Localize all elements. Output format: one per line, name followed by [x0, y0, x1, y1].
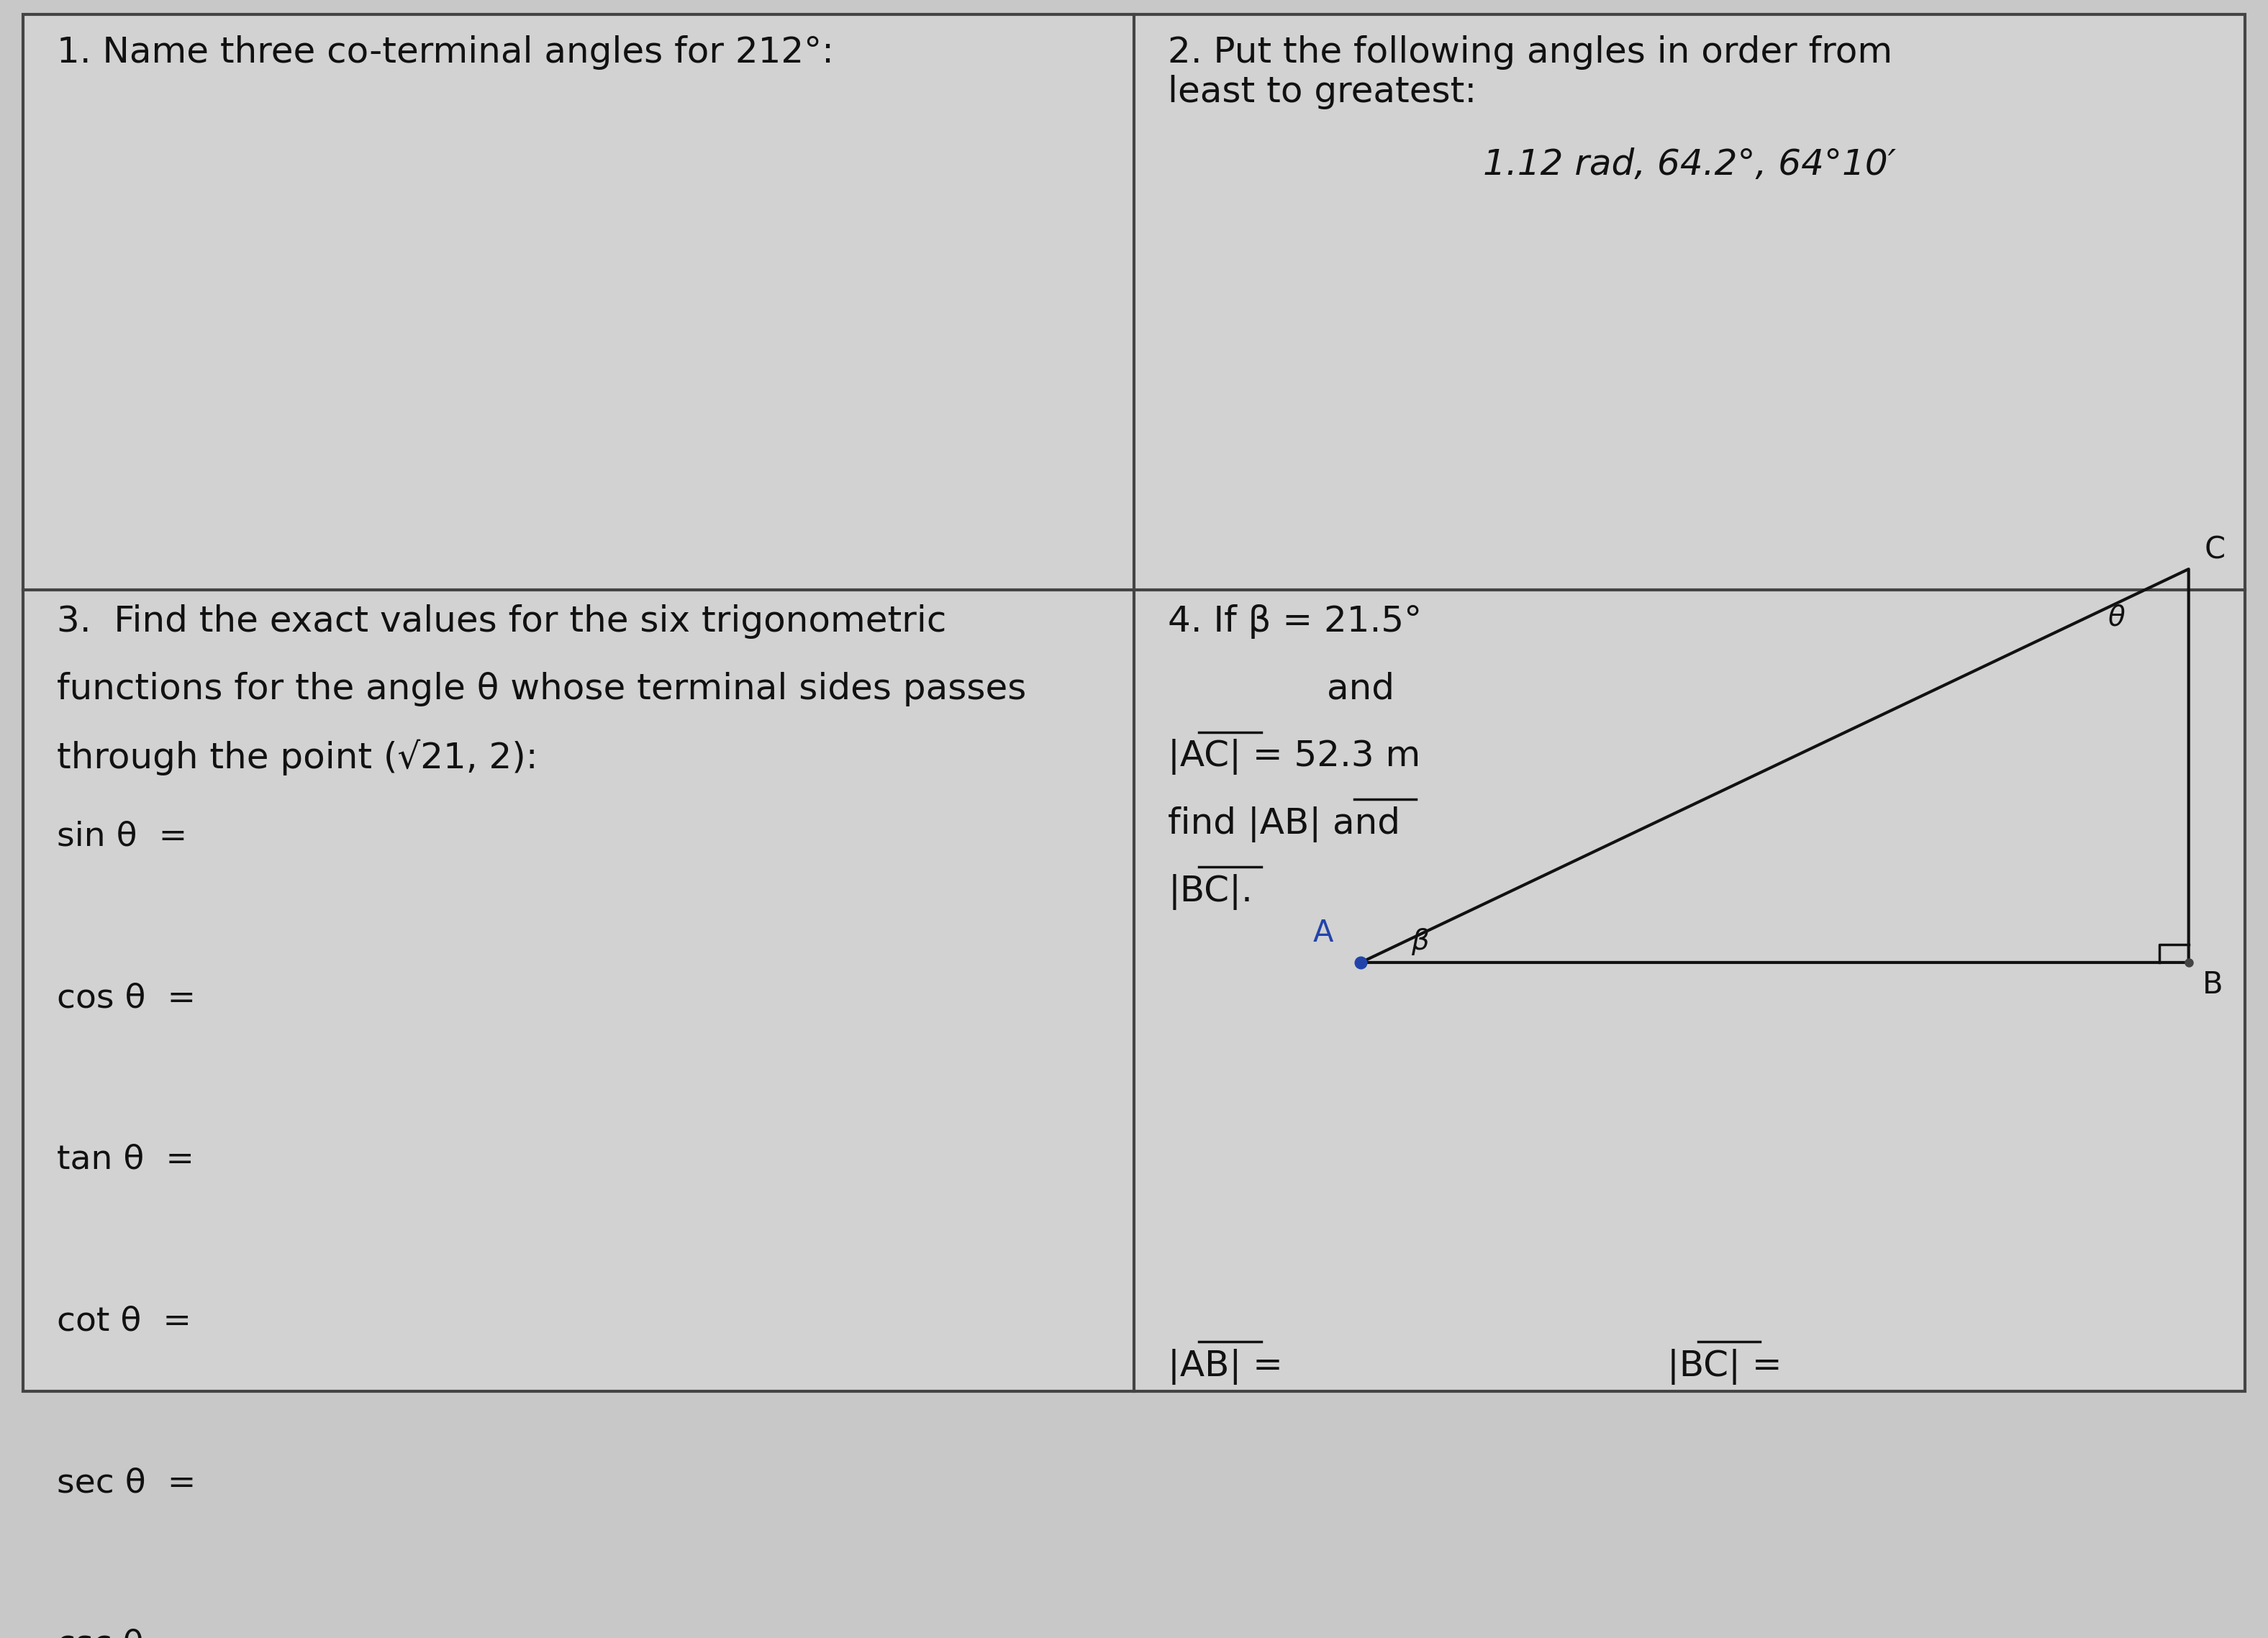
Text: sec θ  =: sec θ =: [57, 1468, 195, 1499]
Text: θ: θ: [2107, 604, 2125, 632]
Text: sin θ  =: sin θ =: [57, 821, 188, 853]
Text: cos θ  =: cos θ =: [57, 983, 195, 1014]
Text: tan θ  =: tan θ =: [57, 1143, 195, 1176]
Text: 2. Put the following angles in order from
least to greatest:: 2. Put the following angles in order fro…: [1168, 34, 1894, 110]
Text: csc θ  =: csc θ =: [57, 1628, 193, 1638]
Text: 4. If β = 21.5°: 4. If β = 21.5°: [1168, 604, 1422, 639]
Text: 1.12 rad, 64.2°, 64°10′: 1.12 rad, 64.2°, 64°10′: [1483, 147, 1896, 182]
Text: |BC|.: |BC|.: [1168, 875, 1252, 911]
Text: and: and: [1327, 672, 1395, 706]
Text: through the point (√21, 2):: through the point (√21, 2):: [57, 739, 538, 775]
Text: 1. Name three co-terminal angles for 212°:: 1. Name three co-terminal angles for 212…: [57, 34, 835, 70]
Text: A: A: [1313, 919, 1334, 948]
Text: B: B: [2202, 970, 2223, 999]
Text: |AC| = 52.3 m: |AC| = 52.3 m: [1168, 739, 1420, 775]
Text: C: C: [2204, 534, 2225, 565]
Text: 3.  Find the exact values for the six trigonometric: 3. Find the exact values for the six tri…: [57, 604, 946, 639]
Text: β: β: [1411, 929, 1429, 955]
Text: |BC| =: |BC| =: [1667, 1348, 1783, 1384]
Text: find |AB| and: find |AB| and: [1168, 806, 1399, 842]
Text: cot θ  =: cot θ =: [57, 1305, 191, 1338]
Text: functions for the angle θ whose terminal sides passes: functions for the angle θ whose terminal…: [57, 672, 1025, 706]
Text: |AB| =: |AB| =: [1168, 1348, 1284, 1384]
